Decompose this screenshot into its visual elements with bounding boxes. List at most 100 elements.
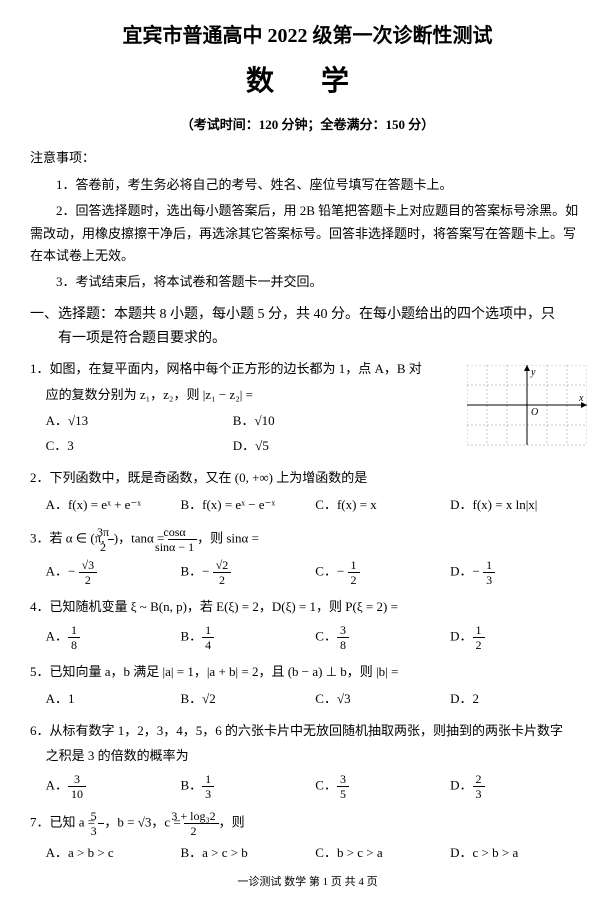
q4-b-num: 1 (202, 624, 214, 638)
q1-opt-a: A．√13 (46, 409, 233, 434)
q6-d-num: 2 (473, 773, 485, 787)
q4-d-frac: 12 (473, 624, 485, 651)
q2-opt-c: C．f(x) = x (315, 493, 450, 518)
q4-d-num: 1 (473, 624, 485, 638)
q6-options: A．310 B．13 C．35 D．23 (30, 771, 585, 802)
q6-c-frac: 35 (337, 773, 349, 800)
q4-c-num: 3 (337, 624, 349, 638)
q4-opt-d: D．12 (450, 622, 585, 653)
q4-b-pre: B． (180, 628, 202, 643)
q1-options: A．√13 B．√10 C．3 D．√5 (30, 409, 420, 459)
q3-c-num: 1 (348, 559, 360, 573)
question-3: 3．若 α ∈ (π, 3π2)，tanα = cosαsinα − 1，则 s… (30, 526, 585, 588)
q3-stem-post: ，则 sinα = (197, 530, 259, 545)
q7-c-den: 2 (184, 824, 219, 837)
q3-a-num: √3 (79, 559, 98, 573)
q4-a-num: 1 (68, 624, 80, 638)
q6-b-frac: 13 (202, 773, 214, 800)
q3-a-frac: √32 (79, 559, 98, 586)
q6-a-num: 3 (68, 773, 86, 787)
q3-stem: 3．若 α ∈ (π, 3π2)，tanα = cosαsinα − 1，则 s… (30, 526, 585, 553)
y-axis-label: y (530, 367, 536, 378)
q4-options: A．18 B．14 C．38 D．12 (30, 622, 585, 653)
q6-a-frac: 310 (68, 773, 86, 800)
q6-stem-l1: 6．从标有数字 1，2，3，4，5，6 的六张卡片中无放回随机抽取两张，则抽到的… (30, 720, 585, 742)
q6-stem-l2: 之积是 3 的倍数的概率为 (30, 746, 585, 767)
q5-opt-b: B．√2 (180, 687, 315, 712)
q3-opt-a: A．− √32 (46, 557, 181, 588)
page-footer: 一诊测试 数学 第 1 页 共 4 页 (0, 874, 615, 892)
q3-d-num: 1 (483, 559, 495, 573)
q6-d-frac: 23 (473, 773, 485, 800)
q6-c-pre: C． (315, 777, 337, 792)
q4-opt-b: B．14 (180, 622, 315, 653)
q7-stem: 7．已知 a = 53，b = √3，c = 3 + log₃22，则 (30, 810, 585, 837)
q6-c-num: 3 (337, 773, 349, 787)
q5-stem: 5．已知向量 a，b 满足 |a| = 1，|a + b| = 2，且 (b −… (30, 661, 585, 683)
section-1-head: 一、选择题：本题共 8 小题，每小题 5 分，共 40 分。在每小题给出的四个选… (30, 303, 585, 351)
q6-d-den: 3 (473, 787, 485, 800)
q3-b-pre: B．− (180, 563, 212, 578)
q4-a-frac: 18 (68, 624, 80, 651)
q6-opt-d: D．23 (450, 771, 585, 802)
origin-label: O (531, 407, 538, 418)
section-head-line1: 一、选择题：本题共 8 小题，每小题 5 分，共 40 分。在每小题给出的四个选… (30, 303, 585, 327)
q3-d-pre: D．− (450, 563, 483, 578)
q3-a-pre: A．− (46, 563, 79, 578)
q3-b-num: √2 (213, 559, 232, 573)
q7-stem-pre: 7．已知 a = (30, 814, 98, 829)
q3-c-den: 2 (348, 573, 360, 586)
notice-head: 注意事项： (30, 148, 585, 169)
complex-plane-figure: O x y (467, 365, 587, 450)
q3-b-den: 2 (213, 573, 232, 586)
exam-meta: （考试时间：120 分钟；全卷满分：150 分） (30, 115, 585, 136)
q7-c-frac: 3 + log₃22 (184, 810, 219, 837)
q5-opt-d: D．2 (450, 687, 585, 712)
q4-a-den: 8 (68, 638, 80, 651)
q7-c-num: 3 + log₃2 (184, 810, 219, 824)
section-head-line2: 有一项是符合题目要求的。 (30, 327, 585, 351)
q3-frac2-den: sinα − 1 (168, 540, 197, 553)
q3-frac2: cosαsinα − 1 (168, 526, 197, 553)
q7-stem-post: ，则 (219, 814, 245, 829)
q6-b-num: 1 (202, 773, 214, 787)
notice-item-3: 3．考试结束后，将本试卷和答题卡一并交回。 (30, 271, 585, 293)
q6-opt-b: B．13 (180, 771, 315, 802)
q6-opt-a: A．310 (46, 771, 181, 802)
q5-opt-a: A．1 (46, 687, 181, 712)
q6-b-pre: B． (180, 777, 202, 792)
q7-opt-d: D．c > b > a (450, 841, 585, 866)
q4-b-frac: 14 (202, 624, 214, 651)
question-2: 2．下列函数中，既是奇函数，又在 (0, +∞) 上为增函数的是 A．f(x) … (30, 467, 585, 518)
q3-options: A．− √32 B．− √22 C．− 12 D．− 13 (30, 557, 585, 588)
question-4: 4．已知随机变量 ξ ~ B(n, p)，若 E(ξ) = 2，D(ξ) = 1… (30, 596, 585, 653)
q4-a-pre: A． (46, 628, 68, 643)
q6-d-pre: D． (450, 777, 472, 792)
q5-opt-c: C．√3 (315, 687, 450, 712)
q2-stem: 2．下列函数中，既是奇函数，又在 (0, +∞) 上为增函数的是 (30, 467, 585, 489)
exam-title-main: 宜宾市普通高中 2022 级第一次诊断性测试 (30, 20, 585, 52)
q3-opt-c: C．− 12 (315, 557, 450, 588)
q1-opt-c: C．3 (46, 434, 233, 459)
q3-c-pre: C．− (315, 563, 347, 578)
question-5: 5．已知向量 a，b 满足 |a| = 1，|a + b| = 2，且 (b −… (30, 661, 585, 712)
q3-d-frac: 13 (483, 559, 495, 586)
notice-item-1: 1．答卷前，考生务必将自己的考号、姓名、座位号填写在答题卡上。 (30, 174, 585, 196)
q7-options: A．a > b > c B．a > c > b C．b > c > a D．c … (30, 841, 585, 866)
exam-title-sub: 数 学 (30, 60, 585, 105)
q4-c-pre: C． (315, 628, 337, 643)
q5-options: A．1 B．√2 C．√3 D．2 (30, 687, 585, 712)
q4-opt-c: C．38 (315, 622, 450, 653)
q2-opt-a: A．f(x) = eˣ + e⁻ˣ (46, 493, 181, 518)
x-axis-label: x (578, 393, 584, 404)
q1-opt-b: B．√10 (233, 409, 420, 434)
q1-opt-d: D．√5 (233, 434, 420, 459)
question-6: 6．从标有数字 1，2，3，4，5，6 的六张卡片中无放回随机抽取两张，则抽到的… (30, 720, 585, 802)
q3-c-frac: 12 (348, 559, 360, 586)
q6-b-den: 3 (202, 787, 214, 800)
q6-a-pre: A． (46, 777, 68, 792)
q3-frac2-num: cosα (168, 526, 197, 540)
q4-d-den: 2 (473, 638, 485, 651)
q2-options: A．f(x) = eˣ + e⁻ˣ B．f(x) = eˣ − e⁻ˣ C．f(… (30, 493, 585, 518)
q2-opt-b: B．f(x) = eˣ − e⁻ˣ (180, 493, 315, 518)
